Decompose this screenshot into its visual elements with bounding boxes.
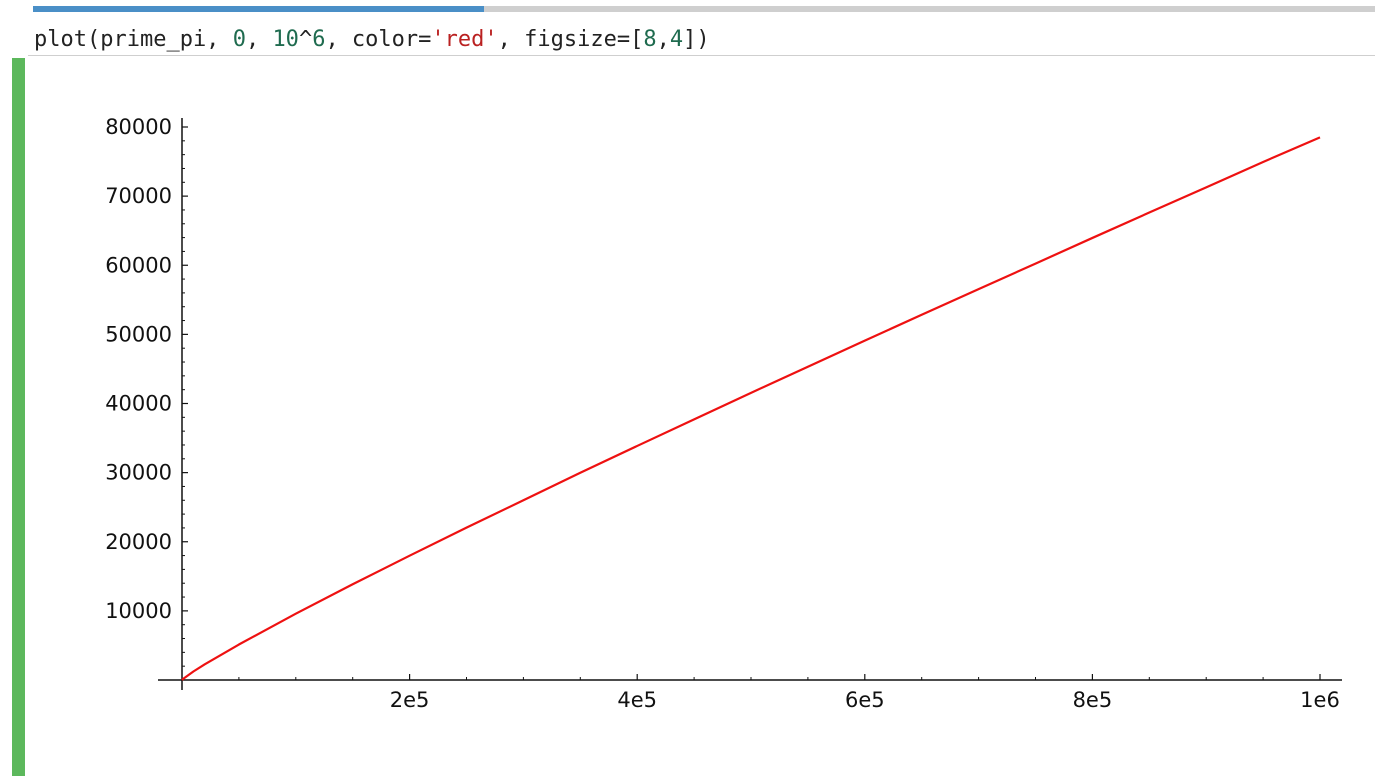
output-prompt-marker[interactable]: [12, 58, 25, 776]
code-token: plot(prime_pi,: [34, 27, 233, 52]
code-token: 6: [312, 27, 326, 52]
code-token: 'red': [431, 27, 498, 52]
series-line-prime-pi: [181, 136, 1321, 681]
code-token: ^: [298, 27, 313, 52]
progress-fill: [33, 6, 484, 12]
axis-ticks: [182, 126, 1321, 680]
y-tick-label: 30000: [105, 461, 172, 485]
code-token: , color=: [325, 27, 432, 52]
code-token: ]): [683, 27, 710, 52]
code-token: 0: [232, 27, 246, 52]
x-tick-label: 2e5: [390, 688, 430, 712]
y-tick-label: 70000: [105, 184, 172, 208]
y-tick-label: 40000: [105, 392, 172, 416]
axes: [158, 118, 1342, 690]
tick-labels: 2e5 4e5 6e5 8e5 1e6 10000 20000 30000 40000 50000…: [105, 115, 1340, 712]
y-tick-label: 80000: [105, 115, 172, 139]
prime-pi-plot: 2e5 4e5 6e5 8e5 1e6 10000 20000 30000 40000 50000…: [105, 115, 1342, 712]
execution-progress-bar: [33, 6, 1375, 12]
code-token: , figsize=[: [497, 27, 644, 52]
y-tick-label: 60000: [105, 253, 172, 277]
code-token: 8: [643, 27, 657, 52]
series-group: [181, 136, 1321, 681]
plot-output: 2e5 4e5 6e5 8e5 1e6 10000 20000 30000 40000 50000…: [25, 58, 1375, 776]
code-token: 10: [272, 27, 299, 52]
code-input-cell[interactable]: plot(prime_pi, 0, 10^6, color='red', fig…: [28, 22, 1375, 56]
x-tick-label: 8e5: [1073, 688, 1113, 712]
code-token: ,: [656, 27, 670, 52]
x-tick-label: 6e5: [845, 688, 885, 712]
code-line[interactable]: plot(prime_pi, 0, 10^6, color='red', fig…: [34, 26, 710, 54]
x-tick-label: 4e5: [617, 688, 657, 712]
x-tick-label: 1e6: [1300, 688, 1340, 712]
y-tick-label: 10000: [105, 599, 172, 623]
y-tick-label: 50000: [105, 322, 172, 346]
code-token: 4: [669, 27, 684, 52]
y-tick-label: 20000: [105, 530, 172, 554]
code-token: ,: [245, 27, 273, 52]
